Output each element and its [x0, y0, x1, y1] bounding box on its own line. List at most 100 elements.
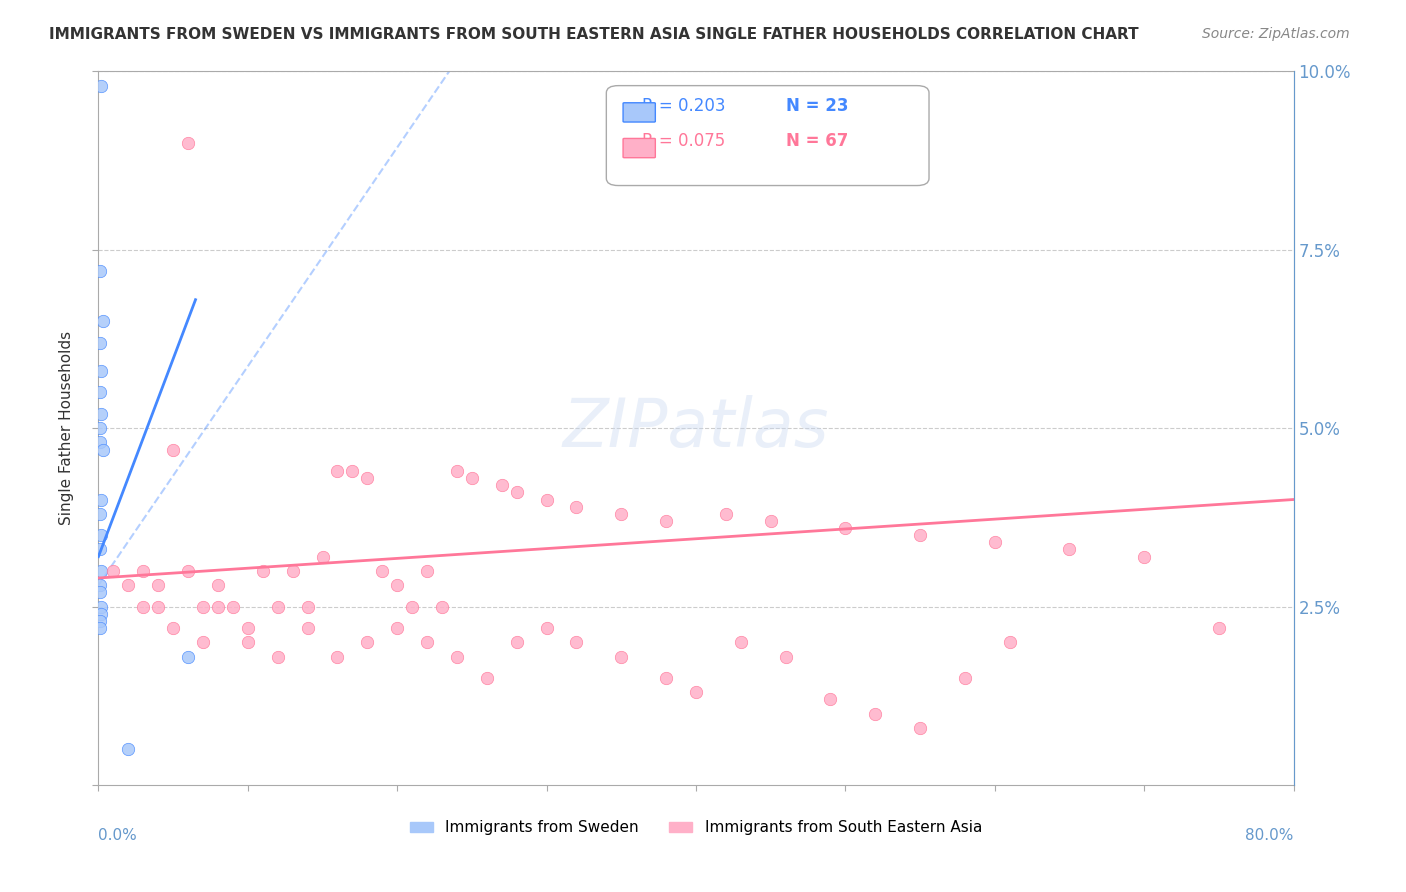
Point	[297, 621, 319, 635]
Point	[446, 649, 468, 664]
Point	[565, 500, 588, 514]
Point	[89, 542, 111, 557]
Point	[908, 528, 931, 542]
Point	[655, 671, 678, 685]
Point	[326, 649, 349, 664]
Point	[475, 671, 498, 685]
Point	[222, 599, 245, 614]
FancyBboxPatch shape	[606, 86, 929, 186]
Point	[610, 507, 633, 521]
Point	[416, 564, 439, 578]
Point	[90, 364, 112, 378]
Point	[536, 621, 558, 635]
Point	[326, 464, 349, 478]
Point	[565, 635, 588, 649]
Point	[132, 564, 155, 578]
Point	[162, 442, 184, 457]
Point	[714, 507, 737, 521]
Point	[297, 599, 319, 614]
Point	[191, 635, 214, 649]
Point	[984, 535, 1007, 549]
Point	[416, 635, 439, 649]
Point	[430, 599, 453, 614]
Point	[148, 578, 170, 592]
Point	[89, 335, 111, 350]
Point	[177, 136, 200, 150]
Point	[177, 649, 200, 664]
Point	[117, 742, 139, 756]
Point	[236, 635, 259, 649]
Point	[998, 635, 1021, 649]
Text: IMMIGRANTS FROM SWEDEN VS IMMIGRANTS FROM SOUTH EASTERN ASIA SINGLE FATHER HOUSE: IMMIGRANTS FROM SWEDEN VS IMMIGRANTS FRO…	[49, 27, 1139, 42]
Point	[506, 635, 529, 649]
Point	[89, 585, 111, 599]
Point	[536, 492, 558, 507]
Point	[132, 599, 155, 614]
Point	[89, 621, 111, 635]
Point	[759, 514, 782, 528]
Point	[491, 478, 513, 492]
Point	[385, 621, 409, 635]
Point	[90, 607, 112, 621]
Point	[117, 578, 139, 592]
Point	[89, 421, 111, 435]
Point	[90, 528, 112, 542]
Point	[865, 706, 887, 721]
Y-axis label: Single Father Households: Single Father Households	[59, 331, 75, 525]
Point	[342, 464, 364, 478]
Point	[90, 599, 112, 614]
Point	[89, 614, 111, 628]
Text: ZIPatlas: ZIPatlas	[562, 395, 830, 461]
Point	[90, 78, 112, 93]
Point	[908, 721, 931, 735]
Point	[267, 649, 290, 664]
Point	[162, 621, 184, 635]
Point	[89, 385, 111, 400]
Point	[191, 599, 214, 614]
Point	[148, 599, 170, 614]
Point	[385, 578, 409, 592]
Point	[371, 564, 394, 578]
Point	[834, 521, 856, 535]
Point	[610, 649, 633, 664]
Point	[311, 549, 333, 564]
Point	[267, 599, 290, 614]
Text: N = 67: N = 67	[786, 132, 848, 150]
Point	[820, 692, 842, 706]
Point	[103, 564, 125, 578]
Point	[89, 578, 111, 592]
Point	[1059, 542, 1081, 557]
Point	[91, 314, 114, 328]
Point	[207, 578, 229, 592]
Text: 80.0%: 80.0%	[1246, 828, 1294, 843]
Point	[236, 621, 259, 635]
Text: 0.0%: 0.0%	[98, 828, 138, 843]
Text: R = 0.203: R = 0.203	[643, 96, 725, 114]
Legend: Immigrants from Sweden, Immigrants from South Eastern Asia: Immigrants from Sweden, Immigrants from …	[404, 814, 988, 841]
Point	[953, 671, 976, 685]
Point	[90, 564, 112, 578]
Point	[356, 471, 378, 485]
Point	[685, 685, 707, 699]
Point	[401, 599, 423, 614]
Point	[207, 599, 229, 614]
Point	[177, 564, 200, 578]
Point	[446, 464, 468, 478]
Point	[90, 492, 112, 507]
Text: Source: ZipAtlas.com: Source: ZipAtlas.com	[1202, 27, 1350, 41]
Point	[281, 564, 304, 578]
Point	[775, 649, 797, 664]
Point	[1208, 621, 1230, 635]
Point	[655, 514, 678, 528]
Text: N = 23: N = 23	[786, 96, 848, 114]
Point	[89, 264, 111, 278]
Point	[89, 435, 111, 450]
Text: R = 0.075: R = 0.075	[643, 132, 725, 150]
FancyBboxPatch shape	[623, 138, 655, 158]
Point	[730, 635, 752, 649]
Point	[91, 442, 114, 457]
Point	[1133, 549, 1156, 564]
Point	[461, 471, 484, 485]
Point	[90, 407, 112, 421]
Point	[252, 564, 274, 578]
